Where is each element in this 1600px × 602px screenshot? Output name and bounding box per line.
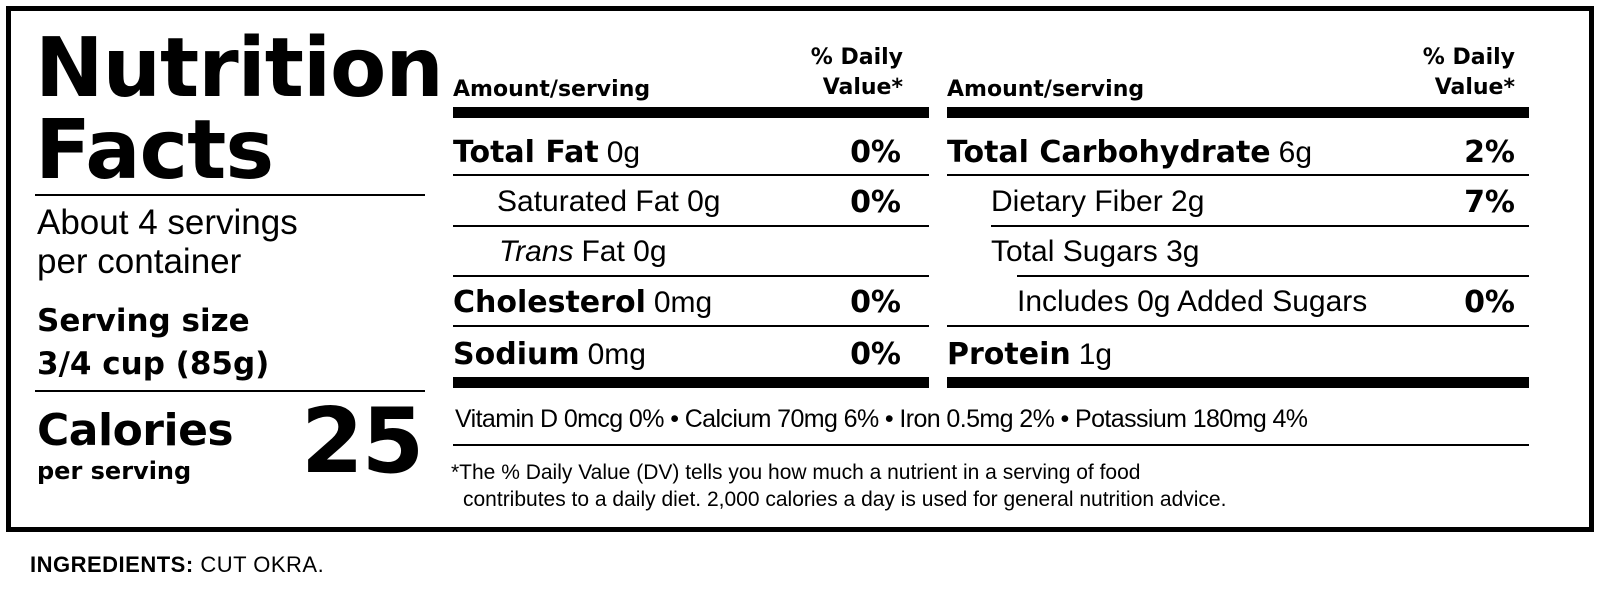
nutrient-dv: 2%: [1464, 135, 1515, 170]
calories-value: 25: [301, 389, 424, 494]
divider: [947, 325, 1529, 327]
divider: [453, 325, 929, 327]
nutrient-amount: 0g: [606, 136, 641, 169]
daily-value-footnote-line1: *The % Daily Value (DV) tells you how mu…: [451, 461, 1141, 484]
nutrient-row-protein: Protein 1g: [947, 337, 1112, 372]
nutrient-dv: 0%: [850, 337, 901, 372]
thick-rule: [947, 107, 1529, 118]
nutrient-amount: 1g: [1078, 338, 1113, 371]
nutrient-name: Sodium: [453, 337, 580, 372]
dv-header-right-line2: Value*: [1434, 75, 1515, 100]
nutrient-saturated-fat: Saturated Fat 0g: [497, 185, 721, 218]
nutrient-row-total-carbohydrate: Total Carbohydrate 6g: [947, 135, 1312, 170]
nutrient-row-total-fat: Total Fat 0g: [453, 135, 640, 170]
ingredients-line: INGREDIENTS: CUT OKRA.: [30, 552, 324, 578]
nutrient-row-cholesterol: Cholesterol 0mg: [453, 285, 712, 320]
nutrient-amount: 0mg: [587, 338, 646, 371]
dv-header-right-line1: % Daily: [1422, 45, 1515, 70]
nutrient-dv: 0%: [850, 285, 901, 320]
divider: [453, 275, 929, 277]
nutrition-facts-panel: Nutrition Facts About 4 servings per con…: [6, 6, 1594, 532]
divider: [453, 174, 929, 176]
serving-size-value: 3/4 cup (85g): [37, 346, 270, 382]
daily-value-footnote-line2: contributes to a daily diet. 2,000 calor…: [463, 488, 1227, 511]
divider: [947, 174, 1529, 176]
dv-header-left-line1: % Daily: [810, 45, 903, 70]
nutrient-dv: 0%: [850, 135, 901, 170]
amount-serving-header-right: Amount/serving: [947, 77, 1145, 102]
calories-label: Calories: [37, 405, 234, 456]
thick-rule: [453, 377, 929, 388]
thick-rule: [453, 107, 929, 118]
nutrient-name: Trans: [499, 235, 574, 268]
nutrient-total-sugars: Total Sugars 3g: [991, 235, 1200, 268]
ingredients-label: INGREDIENTS:: [30, 552, 194, 577]
calories-sub-label: per serving: [37, 457, 192, 485]
divider: [453, 225, 929, 227]
dv-header-left-line2: Value*: [822, 75, 903, 100]
nutrient-dv: 0%: [850, 185, 901, 220]
divider: [453, 444, 1529, 446]
nutrient-name: Cholesterol: [453, 285, 646, 320]
amount-serving-header-left: Amount/serving: [453, 77, 651, 102]
nutrient-dv: 0%: [1464, 285, 1515, 320]
nutrient-added-sugars: Includes 0g Added Sugars: [1017, 285, 1368, 318]
servings-per-container-line1: About 4 servings: [37, 203, 298, 242]
thick-rule: [947, 377, 1529, 388]
nutrient-row-trans-fat: Trans Fat 0g: [499, 235, 667, 269]
title-facts: Facts: [35, 103, 274, 198]
divider: [991, 225, 1529, 227]
nutrient-amount: 6g: [1278, 136, 1313, 169]
nutrient-amount: 0mg: [653, 286, 713, 319]
ingredients-text: CUT OKRA.: [200, 552, 325, 577]
servings-per-container-line2: per container: [37, 242, 242, 281]
vitamins-minerals-line: Vitamin D 0mcg 0% • Calcium 70mg 6% • Ir…: [455, 405, 1308, 433]
nutrient-dv: 7%: [1464, 185, 1515, 220]
divider: [35, 194, 425, 196]
divider: [1017, 275, 1529, 277]
nutrient-name: Total Carbohydrate: [947, 135, 1271, 170]
title-nutrition: Nutrition: [35, 21, 444, 116]
nutrient-name: Total Fat: [453, 135, 599, 170]
nutrient-row-sodium: Sodium 0mg: [453, 337, 646, 372]
nutrient-dietary-fiber: Dietary Fiber 2g: [991, 185, 1205, 218]
nutrient-name: Protein: [947, 337, 1071, 372]
divider: [35, 390, 425, 392]
serving-size-label: Serving size: [37, 303, 250, 339]
nutrient-amount: Fat 0g: [581, 235, 667, 268]
